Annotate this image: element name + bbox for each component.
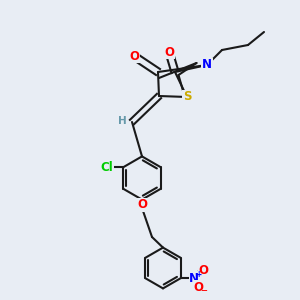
Text: Cl: Cl: [100, 161, 113, 174]
Text: S: S: [183, 91, 191, 103]
Text: O: O: [137, 199, 147, 212]
Text: O: O: [129, 50, 139, 62]
Text: O: O: [198, 264, 208, 277]
Text: +: +: [196, 270, 202, 279]
Text: H: H: [118, 116, 127, 125]
Text: −: −: [201, 286, 208, 295]
Text: O: O: [194, 281, 204, 294]
Text: O: O: [164, 46, 174, 59]
Text: N: N: [189, 272, 199, 285]
Text: N: N: [202, 58, 212, 71]
